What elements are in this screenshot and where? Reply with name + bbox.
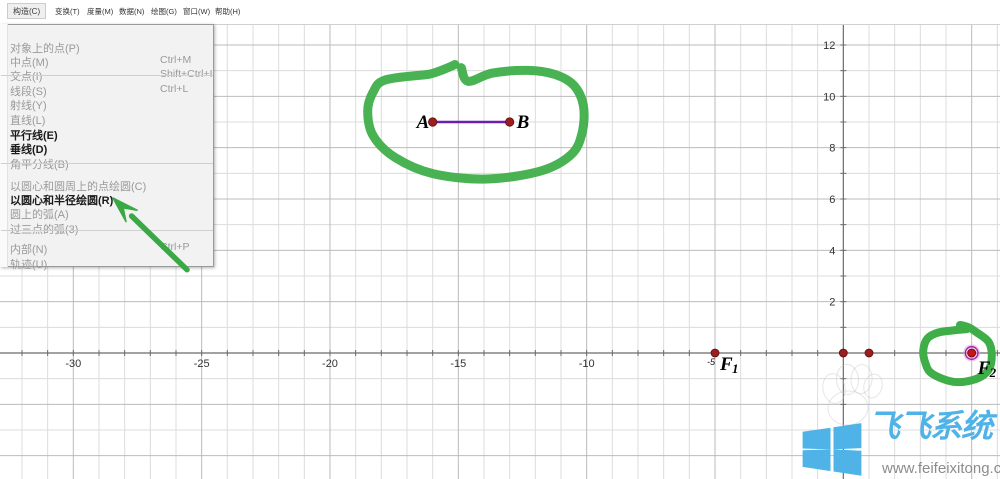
- svg-text:飞飞系统: 飞飞系统: [868, 408, 998, 444]
